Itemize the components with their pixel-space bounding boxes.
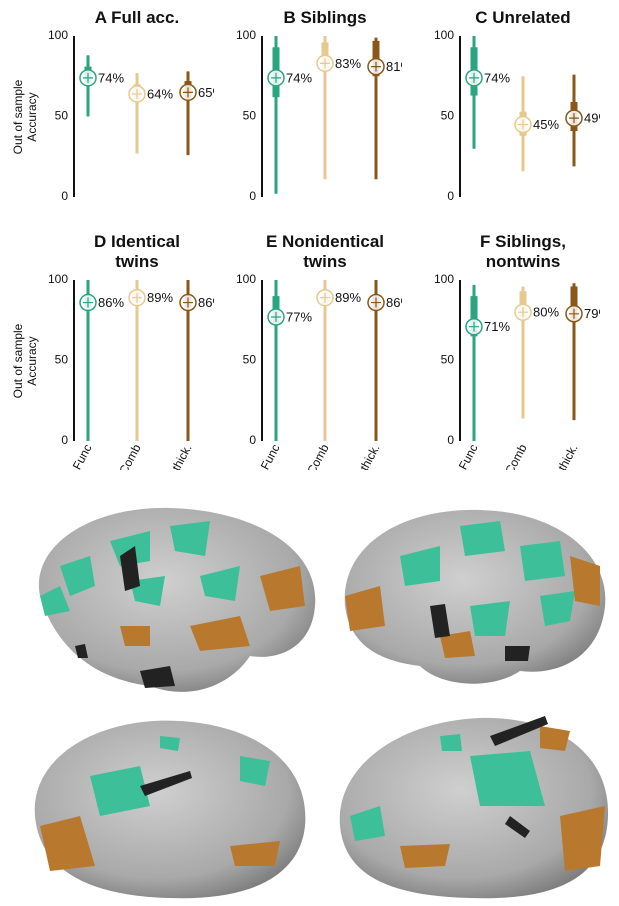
median-marker [317,290,333,306]
lateral-right [345,510,606,684]
value-label: 49% [584,111,600,126]
median-marker [80,295,96,311]
value-label: 86% [98,295,124,310]
median-marker [180,295,196,311]
median-marker [368,59,384,75]
x-tick-label: Cort. thick. [343,442,382,470]
y-tick-label: 50 [243,353,257,367]
y-tick-label: 100 [434,28,454,42]
medial-left [35,721,306,899]
median-marker [268,309,284,325]
y-tick-label: 50 [243,109,257,123]
median-marker [515,304,531,320]
x-tick-label: Comb [304,442,332,470]
median-marker [566,306,582,322]
value-label: 77% [286,309,312,324]
value-label: 74% [484,70,510,85]
value-label: 74% [98,70,124,85]
chart: 05010074%83%81% [202,0,402,240]
y-tick-label: 100 [48,272,68,286]
y-tick-label: 0 [447,433,454,447]
value-label: 83% [335,56,361,71]
y-tick-label: 0 [249,189,256,203]
median-marker [566,110,582,126]
figure: A Full acc.Out of sample Accuracy0501007… [0,0,619,906]
y-tick-label: 50 [441,353,455,367]
value-label: 80% [533,305,559,320]
x-tick-label: Func [258,442,283,470]
x-tick-label: Comb [116,442,144,470]
chart-panel: B Siblings05010074%83%81% [202,0,402,240]
median-marker [515,117,531,133]
value-label: 89% [335,290,361,305]
y-tick-label: 100 [236,28,256,42]
y-tick-label: 50 [55,109,69,123]
median-marker [466,70,482,86]
y-tick-label: 0 [61,189,68,203]
x-tick-label: Func [456,442,481,470]
median-marker [180,84,196,100]
value-label: 74% [286,70,312,85]
y-tick-label: 0 [447,189,454,203]
y-tick-label: 100 [434,272,454,286]
medial-right [340,716,608,898]
y-tick-label: 50 [55,353,69,367]
median-marker [466,319,482,335]
median-marker [129,290,145,306]
y-tick-label: 0 [249,433,256,447]
y-tick-label: 100 [236,272,256,286]
median-marker [368,295,384,311]
y-tick-label: 100 [48,28,68,42]
x-tick-label: Comb [502,442,530,470]
x-tick-label: Cort. thick. [541,442,580,470]
lateral-left [39,508,315,692]
y-tick-label: 50 [441,109,455,123]
chart: 0 50 100 71% Func 80% Comb 79% Cort. thick. [400,230,600,470]
value-label: 64% [147,86,173,101]
value-label: 45% [533,117,559,132]
median-marker [80,70,96,86]
chart: 0 50 100 74% 45% 49% [400,0,600,240]
x-tick-label: Cort. thick. [155,442,194,470]
brain-renderings [0,486,619,906]
y-tick-label: 0 [61,433,68,447]
value-label: 71% [484,319,510,334]
median-marker [129,86,145,102]
x-tick-label: Func [70,442,95,470]
value-label: 79% [584,306,600,321]
value-label: 89% [147,290,173,305]
median-marker [317,55,333,71]
median-marker [268,70,284,86]
